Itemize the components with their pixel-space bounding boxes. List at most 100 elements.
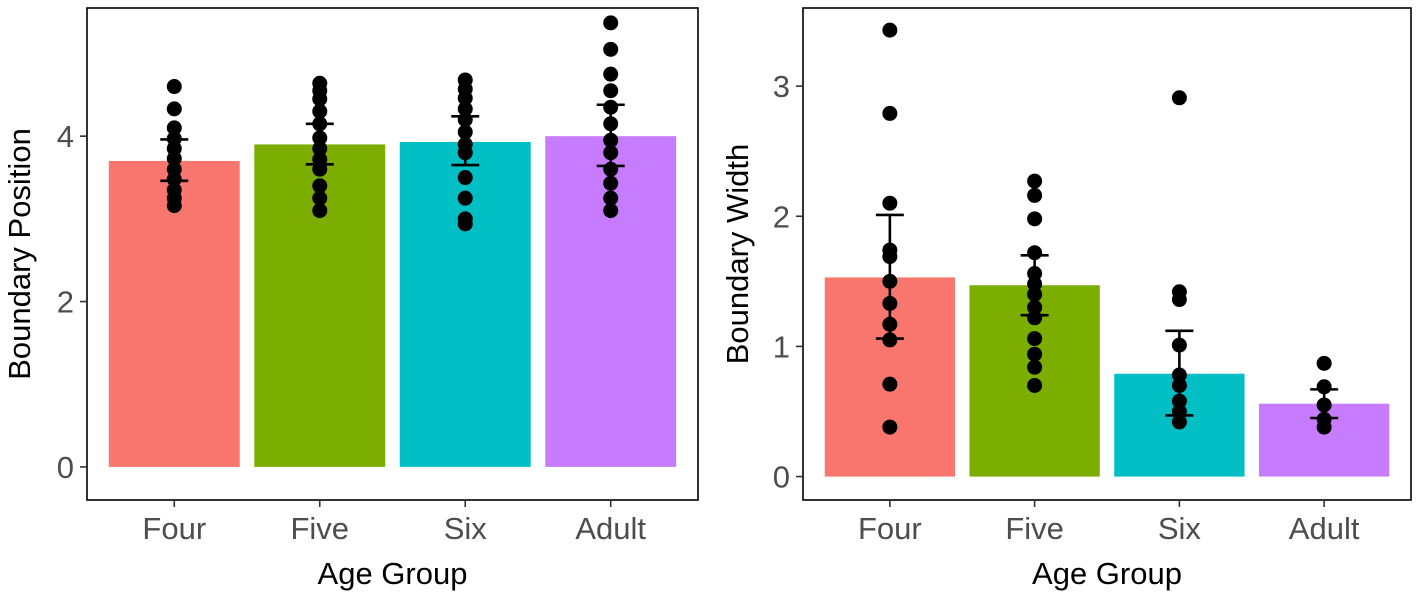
x-axis-ticks: Four Five Six Adult [142, 500, 646, 546]
data-point-adult [603, 203, 619, 219]
data-point-adult [603, 175, 619, 191]
data-point-adult [1316, 397, 1332, 413]
data-point-five [312, 91, 328, 107]
data-point-four [166, 101, 182, 117]
data-point-five [1027, 173, 1043, 189]
data-point-four [882, 195, 898, 211]
point-group [166, 15, 619, 232]
data-point-four [166, 171, 182, 187]
data-point-six [1171, 393, 1187, 409]
data-point-six [1171, 377, 1187, 393]
data-point-five [312, 161, 328, 177]
data-point-six [457, 170, 473, 186]
x-tick-label-five: Five [1005, 511, 1064, 546]
x-axis-ticks: Four Five Six Adult [858, 500, 1360, 546]
data-point-four [882, 22, 898, 38]
data-point-five [1027, 276, 1043, 292]
data-point-six [457, 145, 473, 161]
data-point-six [457, 190, 473, 206]
point-group [882, 22, 1332, 435]
data-point-adult [603, 132, 619, 148]
data-point-six [457, 112, 473, 128]
y-axis-title: Boundary Width [720, 144, 755, 365]
data-point-five [1027, 377, 1043, 393]
plot-panel-border [802, 7, 1412, 501]
data-point-adult [1316, 355, 1332, 371]
data-point-adult [603, 161, 619, 177]
data-point-four [882, 316, 898, 332]
x-tick-label-adult: Adult [575, 511, 646, 546]
data-point-five [1027, 211, 1043, 227]
boundary-position-chart: 0 2 4 Four Five Six Adult Age Group Boundary … [2, 7, 699, 591]
data-point-five [1027, 331, 1043, 347]
data-point-four [882, 273, 898, 289]
data-point-four [166, 150, 182, 166]
x-tick-label-five: Five [290, 511, 349, 546]
data-point-adult [603, 116, 619, 132]
data-point-six [1171, 414, 1187, 430]
data-point-adult [603, 15, 619, 31]
data-point-five [312, 190, 328, 206]
y-tick-label: 1 [773, 329, 790, 364]
boundary-width-chart: 0 1 2 3 Four Five Six Adult Age Group Boundary… [720, 7, 1412, 591]
data-point-five [1027, 310, 1043, 326]
data-point-six [1171, 292, 1187, 308]
y-axis-ticks: 0 2 4 [57, 119, 87, 485]
bar-group [824, 277, 1390, 477]
data-point-adult [603, 145, 619, 161]
x-axis-title: Age Group [318, 556, 468, 591]
x-tick-label-four: Four [858, 511, 922, 546]
x-tick-label-four: Four [142, 511, 206, 546]
data-point-five [1027, 346, 1043, 362]
data-point-adult [603, 83, 619, 99]
data-point-five [1027, 187, 1043, 203]
data-point-six [1171, 90, 1187, 106]
x-tick-label-six: Six [444, 511, 488, 546]
y-axis-ticks: 0 1 2 3 [773, 69, 803, 495]
data-point-six [1171, 337, 1187, 353]
y-axis-title: Boundary Position [2, 128, 37, 380]
data-point-five [1027, 359, 1043, 375]
data-point-adult [603, 66, 619, 82]
y-tick-label: 0 [57, 450, 74, 485]
data-point-adult [1316, 379, 1332, 395]
data-point-adult [603, 99, 619, 115]
data-point-adult [1316, 419, 1332, 435]
data-point-four [882, 376, 898, 392]
data-point-four [882, 332, 898, 348]
data-point-five [312, 116, 328, 132]
y-tick-label: 2 [773, 199, 790, 234]
data-point-six [457, 101, 473, 117]
data-point-six [1171, 367, 1187, 383]
data-point-four [166, 79, 182, 95]
x-tick-label-adult: Adult [1289, 511, 1360, 546]
data-point-five [1027, 245, 1043, 261]
y-tick-label: 2 [57, 285, 74, 320]
data-point-adult [603, 190, 619, 206]
data-point-four [882, 419, 898, 435]
data-point-five [1027, 286, 1043, 302]
data-point-four [166, 198, 182, 214]
data-point-four [882, 249, 898, 265]
bar-group [108, 136, 677, 467]
data-point-four [882, 295, 898, 311]
data-point-six [457, 90, 473, 106]
data-point-six [457, 216, 473, 232]
data-point-four [882, 105, 898, 121]
data-point-five [312, 141, 328, 157]
y-tick-label: 3 [773, 69, 790, 104]
data-point-four [166, 120, 182, 136]
data-point-six [457, 124, 473, 140]
y-tick-label: 0 [773, 460, 790, 495]
data-point-five [1027, 299, 1043, 315]
plot-panel-border [86, 7, 699, 501]
y-tick-label: 4 [57, 119, 74, 154]
x-tick-label-six: Six [1158, 511, 1202, 546]
data-point-six [1171, 403, 1187, 419]
data-point-adult [603, 41, 619, 57]
data-point-five [312, 130, 328, 146]
data-point-five [312, 103, 328, 119]
data-point-five [312, 178, 328, 194]
x-axis-title: Age Group [1032, 556, 1182, 591]
